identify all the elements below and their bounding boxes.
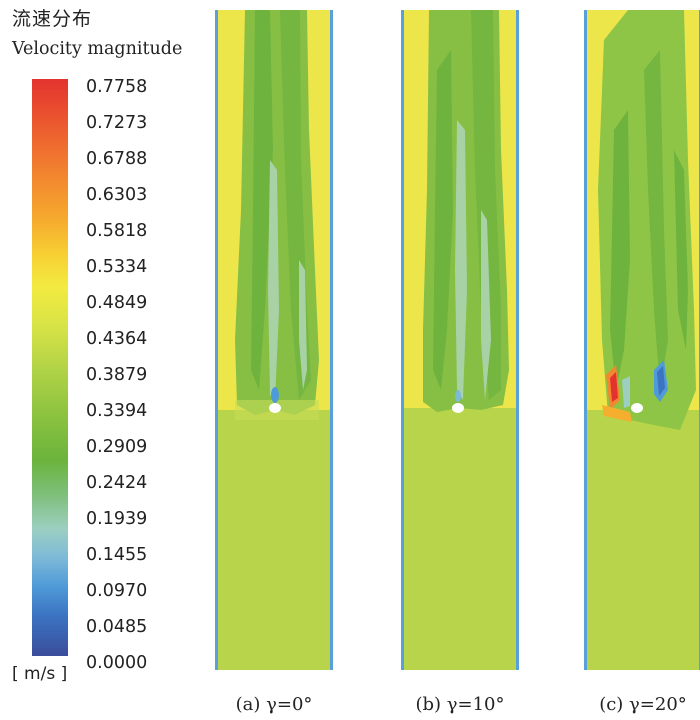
tick-label: 0.6303 xyxy=(86,185,148,205)
legend-title-english: Velocity magnitude xyxy=(12,39,183,59)
tick-label: 0.5818 xyxy=(86,221,148,241)
tick-label: 0.7758 xyxy=(86,77,148,97)
tick-label: 0.0000 xyxy=(86,653,148,673)
tick-label: 0.5334 xyxy=(86,257,148,277)
tick-label: 0.6788 xyxy=(86,149,148,169)
caption-panel-c: (c) γ=20° xyxy=(599,694,687,715)
unit-label: [ m/s ] xyxy=(12,664,68,684)
tick-label: 0.1939 xyxy=(86,509,148,529)
tick-label: 0.4364 xyxy=(86,329,148,349)
tick-label: 0.3879 xyxy=(86,365,148,385)
tick-label: 0.4849 xyxy=(86,293,148,313)
tick-label: 0.0970 xyxy=(86,581,148,601)
velocity-colorbar xyxy=(32,79,68,656)
velocity-contour-panel-a xyxy=(215,10,333,670)
velocity-contour-panel-c xyxy=(584,10,700,670)
tick-label: 0.3394 xyxy=(86,401,148,421)
tick-label: 0.1455 xyxy=(86,545,148,565)
tick-label: 0.0485 xyxy=(86,617,148,637)
tick-label: 0.2424 xyxy=(86,473,148,493)
tick-label: 0.2909 xyxy=(86,437,148,457)
caption-panel-b: (b) γ=10° xyxy=(415,694,505,715)
legend-title-chinese: 流速分布 xyxy=(12,8,93,30)
velocity-contour-panel-b xyxy=(401,10,519,670)
tick-label: 0.7273 xyxy=(86,113,148,133)
caption-panel-a: (a) γ=0° xyxy=(235,694,313,715)
